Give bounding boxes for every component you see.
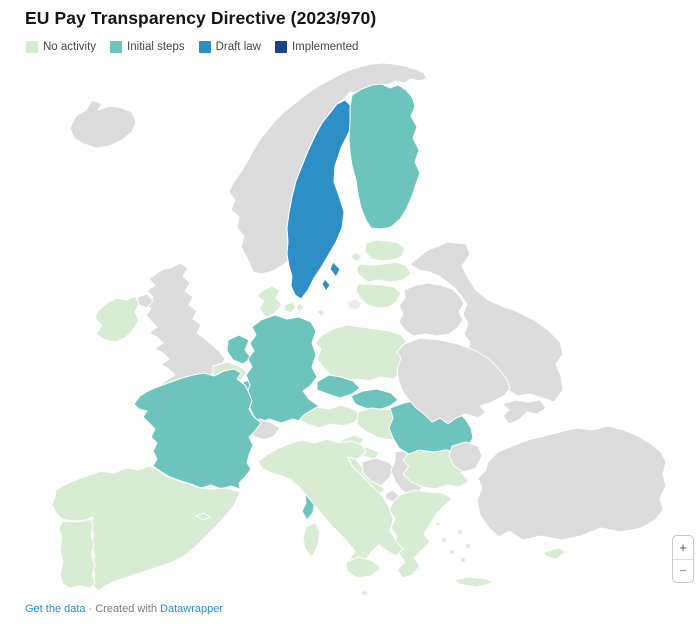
country-poland[interactable] — [314, 324, 408, 382]
country-greece[interactable] — [388, 489, 453, 579]
country-crete[interactable] — [454, 576, 493, 588]
country-czechia[interactable] — [316, 374, 361, 399]
country-saaremaa[interactable] — [350, 251, 363, 263]
country-turkey[interactable] — [476, 425, 667, 541]
island-dot — [436, 522, 440, 526]
country-slovakia[interactable] — [350, 388, 399, 411]
legend-item-initial-steps: Initial steps — [110, 41, 185, 53]
country-denmark-funen[interactable] — [295, 302, 305, 313]
country-denmark[interactable] — [256, 285, 283, 318]
country-kaliningrad[interactable] — [346, 298, 363, 311]
legend-item-no-activity: No activity — [26, 41, 96, 53]
country-balearics[interactable] — [195, 512, 211, 521]
country-italy[interactable] — [257, 438, 404, 567]
country-germany[interactable] — [245, 314, 326, 424]
country-spain[interactable] — [51, 465, 241, 592]
datawrapper-link[interactable]: Datawrapper — [160, 603, 224, 615]
country-ireland[interactable] — [94, 295, 140, 343]
map-container — [0, 58, 700, 595]
island-dot — [442, 538, 446, 542]
country-belarus[interactable] — [398, 282, 465, 337]
chart-title: EU Pay Transparency Directive (2023/970) — [25, 8, 377, 28]
country-latvia[interactable] — [355, 261, 412, 283]
country-estonia[interactable] — [364, 239, 406, 262]
country-cyprus[interactable] — [543, 547, 567, 560]
legend: No activity Initial steps Draft law Impleme… — [26, 41, 358, 53]
country-lithuania[interactable] — [355, 283, 402, 309]
country-sardinia[interactable] — [302, 522, 321, 558]
country-france[interactable] — [133, 368, 262, 490]
legend-label: Initial steps — [127, 41, 185, 53]
legend-item-implemented: Implemented — [274, 41, 359, 53]
get-the-data-link[interactable]: Get the data — [25, 603, 86, 615]
legend-label: Implemented — [291, 41, 359, 53]
legend-label: Draft law — [215, 41, 261, 53]
country-ukraine[interactable] — [396, 337, 511, 425]
country-turkey-thrace[interactable] — [448, 441, 483, 473]
island-dot — [186, 517, 190, 521]
country-russia[interactable] — [409, 241, 564, 403]
footer-created-with: Created with — [95, 603, 157, 615]
legend-label: No activity — [43, 41, 97, 53]
legend-item-draft-law: Draft law — [198, 41, 261, 53]
legend-swatch-no-activity — [26, 41, 38, 53]
zoom-in-button[interactable]: + — [673, 536, 693, 559]
country-bosnia[interactable] — [361, 457, 396, 487]
country-iceland[interactable] — [69, 99, 137, 149]
island-dot — [461, 558, 465, 562]
legend-swatch-initial-steps — [110, 41, 123, 53]
country-malta[interactable] — [360, 589, 369, 595]
country-netherlands[interactable] — [226, 334, 252, 365]
country-austria[interactable] — [298, 404, 362, 429]
europe-map — [51, 62, 667, 595]
map-zoom-control: + − — [672, 535, 694, 583]
country-crimea[interactable] — [501, 399, 547, 425]
island-dot — [466, 544, 470, 548]
country-bornholm[interactable] — [316, 308, 326, 317]
country-oland[interactable] — [321, 278, 331, 292]
country-denmark-zealand[interactable] — [283, 301, 297, 314]
country-portugal[interactable] — [58, 518, 96, 589]
island-dot — [458, 530, 462, 534]
country-finland[interactable] — [348, 83, 421, 230]
footer: Get the data · Created with Datawrapper — [25, 603, 223, 615]
island-dot — [214, 510, 218, 514]
country-sweden[interactable] — [286, 99, 356, 300]
legend-swatch-implemented — [274, 41, 287, 53]
footer-separator: · — [88, 603, 93, 615]
country-gotland[interactable] — [329, 261, 341, 278]
zoom-out-button[interactable]: − — [673, 558, 693, 583]
chart-header: EU Pay Transparency Directive (2023/970) — [25, 8, 675, 29]
legend-swatch-draft-law — [198, 41, 211, 53]
country-sicily[interactable] — [345, 556, 382, 579]
island-dot — [450, 550, 454, 554]
